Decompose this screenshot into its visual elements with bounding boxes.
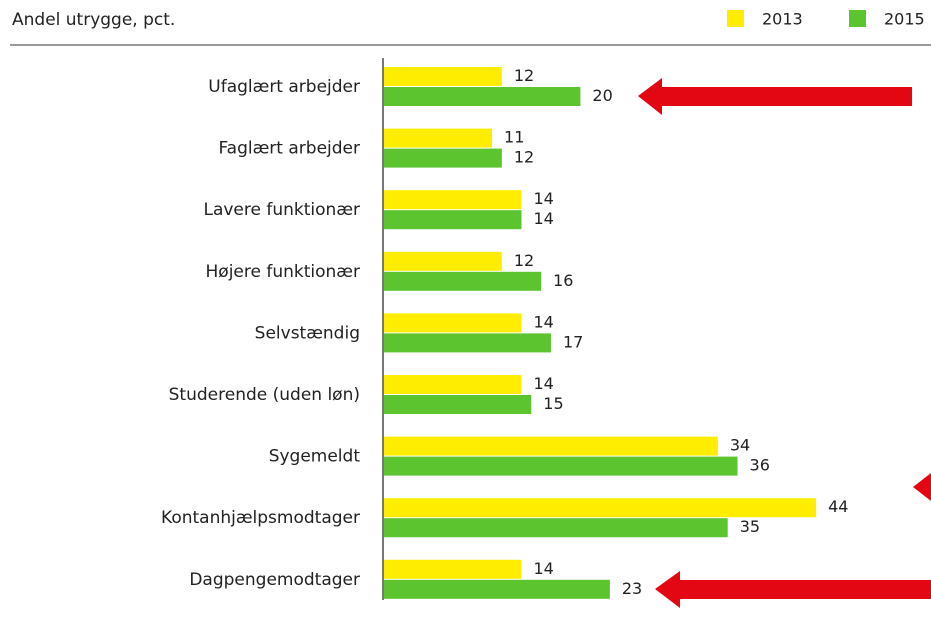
- data-label: 20: [592, 86, 612, 105]
- category-label: Sygemeldt: [269, 447, 361, 467]
- bar: [384, 67, 502, 86]
- legend-swatch: [849, 10, 866, 27]
- category-label: Selvstændig: [255, 323, 360, 343]
- bar: [384, 190, 522, 210]
- legend-swatch: [727, 10, 744, 27]
- arrows: [638, 78, 931, 608]
- bar: [384, 559, 522, 579]
- data-label: 12: [514, 251, 534, 270]
- bar: [384, 579, 610, 599]
- bar: [384, 518, 728, 538]
- chart-title: Andel utrygge, pct.: [12, 10, 175, 30]
- category-label: Faglært arbejder: [218, 139, 360, 159]
- bar: [384, 313, 522, 333]
- arrow: [638, 78, 912, 115]
- bar: [384, 87, 581, 106]
- data-label: 12: [514, 148, 534, 167]
- bar: [384, 210, 522, 230]
- bar: [384, 375, 522, 394]
- bar: [384, 128, 493, 148]
- category-label: Studerende (uden løn): [169, 385, 360, 405]
- data-label: 14: [533, 312, 553, 331]
- category-label: Højere funktionær: [206, 262, 360, 282]
- bar: [384, 148, 502, 168]
- bar: [384, 271, 542, 291]
- arrow: [913, 473, 931, 501]
- data-label: 14: [533, 374, 553, 393]
- category-label: Dagpengemodtager: [189, 570, 360, 590]
- data-label: 34: [730, 436, 750, 455]
- data-label: 36: [750, 456, 770, 475]
- category-label: Kontanhjælpsmodtager: [161, 508, 360, 528]
- category-label: Lavere funktionær: [203, 200, 360, 220]
- data-label: 14: [533, 559, 553, 578]
- data-label: 14: [533, 209, 553, 228]
- bar: [384, 436, 718, 456]
- data-label: 16: [553, 271, 573, 290]
- bar: [384, 498, 817, 518]
- data-label: 44: [828, 497, 848, 516]
- bar: [384, 251, 502, 271]
- data-label: 11: [504, 128, 524, 147]
- data-label: 12: [514, 66, 534, 85]
- data-label: 35: [740, 517, 760, 536]
- data-label: 17: [563, 332, 583, 351]
- data-label: 15: [543, 394, 563, 413]
- data-label: 23: [622, 579, 642, 598]
- category-label: Ufaglært arbejder: [208, 77, 360, 97]
- legend-label: 2015: [884, 10, 925, 29]
- arrow: [655, 571, 931, 608]
- bar: [384, 456, 738, 476]
- data-label: 14: [533, 189, 553, 208]
- bar: [384, 395, 532, 414]
- legend-label: 2013: [762, 10, 803, 29]
- bar: [384, 333, 551, 353]
